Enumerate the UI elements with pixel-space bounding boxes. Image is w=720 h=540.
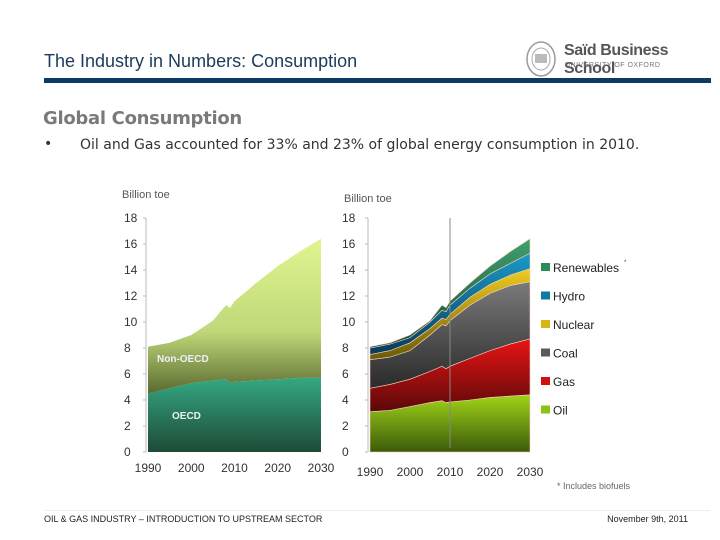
y-tick-label: 6 (124, 367, 131, 381)
y-axis-label: Billion toe (122, 189, 170, 201)
y-tick-label: 14 (124, 263, 138, 277)
x-tick-label: 2030 (308, 461, 335, 475)
x-tick-label: 2020 (264, 461, 291, 475)
title-rule (44, 78, 711, 83)
y-tick-label: 16 (342, 237, 356, 251)
logo-name: Saïd Business School (564, 42, 669, 77)
logo-subtitle: UNIVERSITY OF OXFORD (565, 62, 661, 69)
y-tick-label: 2 (342, 419, 349, 433)
legend-swatch (541, 405, 550, 414)
y-tick-label: 2 (124, 419, 131, 433)
legend-label: Hydro (553, 290, 585, 304)
y-tick-label: 6 (342, 367, 349, 381)
slide-title: The Industry in Numbers: Consumption (44, 51, 358, 71)
chart-oecd-split: Billion toe 0 2 4 6 8 10 12 14 16 18 1990 2000 2010 20… (122, 189, 335, 475)
bullet-marker: • (44, 136, 53, 152)
legend-swatch (541, 377, 550, 385)
legend-label: Coal (553, 347, 578, 361)
x-tick-label: 2030 (517, 465, 544, 479)
legend-footnote-mark: * (624, 260, 627, 266)
x-tick-label: 2010 (221, 461, 248, 475)
area-nonoecd (148, 238, 321, 394)
chart-annotation: * Includes biofuels (557, 481, 631, 491)
legend-swatch (541, 320, 550, 328)
series-label-oecd: OECD (172, 411, 201, 422)
legend-label: Oil (553, 404, 568, 418)
y-tick-label: 18 (124, 211, 138, 225)
section-heading: Global Consumption (43, 108, 242, 129)
x-tick-label: 2000 (397, 465, 424, 479)
legend-swatch (541, 291, 550, 300)
y-tick-label: 18 (342, 211, 356, 225)
y-tick-label: 0 (342, 445, 349, 459)
area-renewables (369, 238, 531, 349)
legend-label: Nuclear (553, 318, 594, 332)
y-tick-label: 8 (342, 341, 349, 355)
x-tick-label: 2000 (178, 461, 205, 475)
logo: Saïd Business School UNIVERSITY OF OXFOR… (524, 40, 714, 80)
y-tick-label: 4 (124, 393, 131, 407)
bullet-text: Oil and Gas accounted for 33% and 23% of… (80, 137, 640, 153)
x-tick-label: 2020 (477, 465, 504, 479)
y-tick-label: 12 (342, 289, 356, 303)
y-tick-label: 0 (124, 445, 131, 459)
legend-label: Renewables (553, 261, 619, 275)
footer-course: OIL & GAS INDUSTRY – INTRODUCTION TO UPS… (44, 514, 323, 524)
y-tick-label: 16 (124, 237, 138, 251)
footer-divider (44, 510, 710, 511)
y-tick-label: 4 (342, 393, 349, 407)
y-tick-label: 14 (342, 263, 356, 277)
y-tick-label: 12 (124, 289, 138, 303)
x-tick-label: 2010 (437, 465, 464, 479)
legend-swatch (541, 263, 550, 271)
y-axis-label: Billion toe (344, 193, 392, 205)
y-tick-label: 10 (124, 315, 138, 329)
crest-icon (526, 41, 556, 77)
series-label-non-oecd: Non-OECD (157, 354, 209, 365)
legend-swatch (541, 348, 550, 357)
chart-fuel-split: Billion toe 0 2 4 6 8 10 12 14 16 18 1990 2000 2010 20… (342, 193, 630, 491)
y-tick-label: 10 (342, 315, 356, 329)
footer-date: November 9th, 2011 (607, 514, 688, 524)
area-oecd (148, 377, 321, 452)
x-tick-label: 1990 (357, 465, 384, 479)
x-tick-label: 1990 (135, 461, 162, 475)
y-tick-label: 8 (124, 341, 131, 355)
legend-label: Gas (553, 375, 575, 389)
